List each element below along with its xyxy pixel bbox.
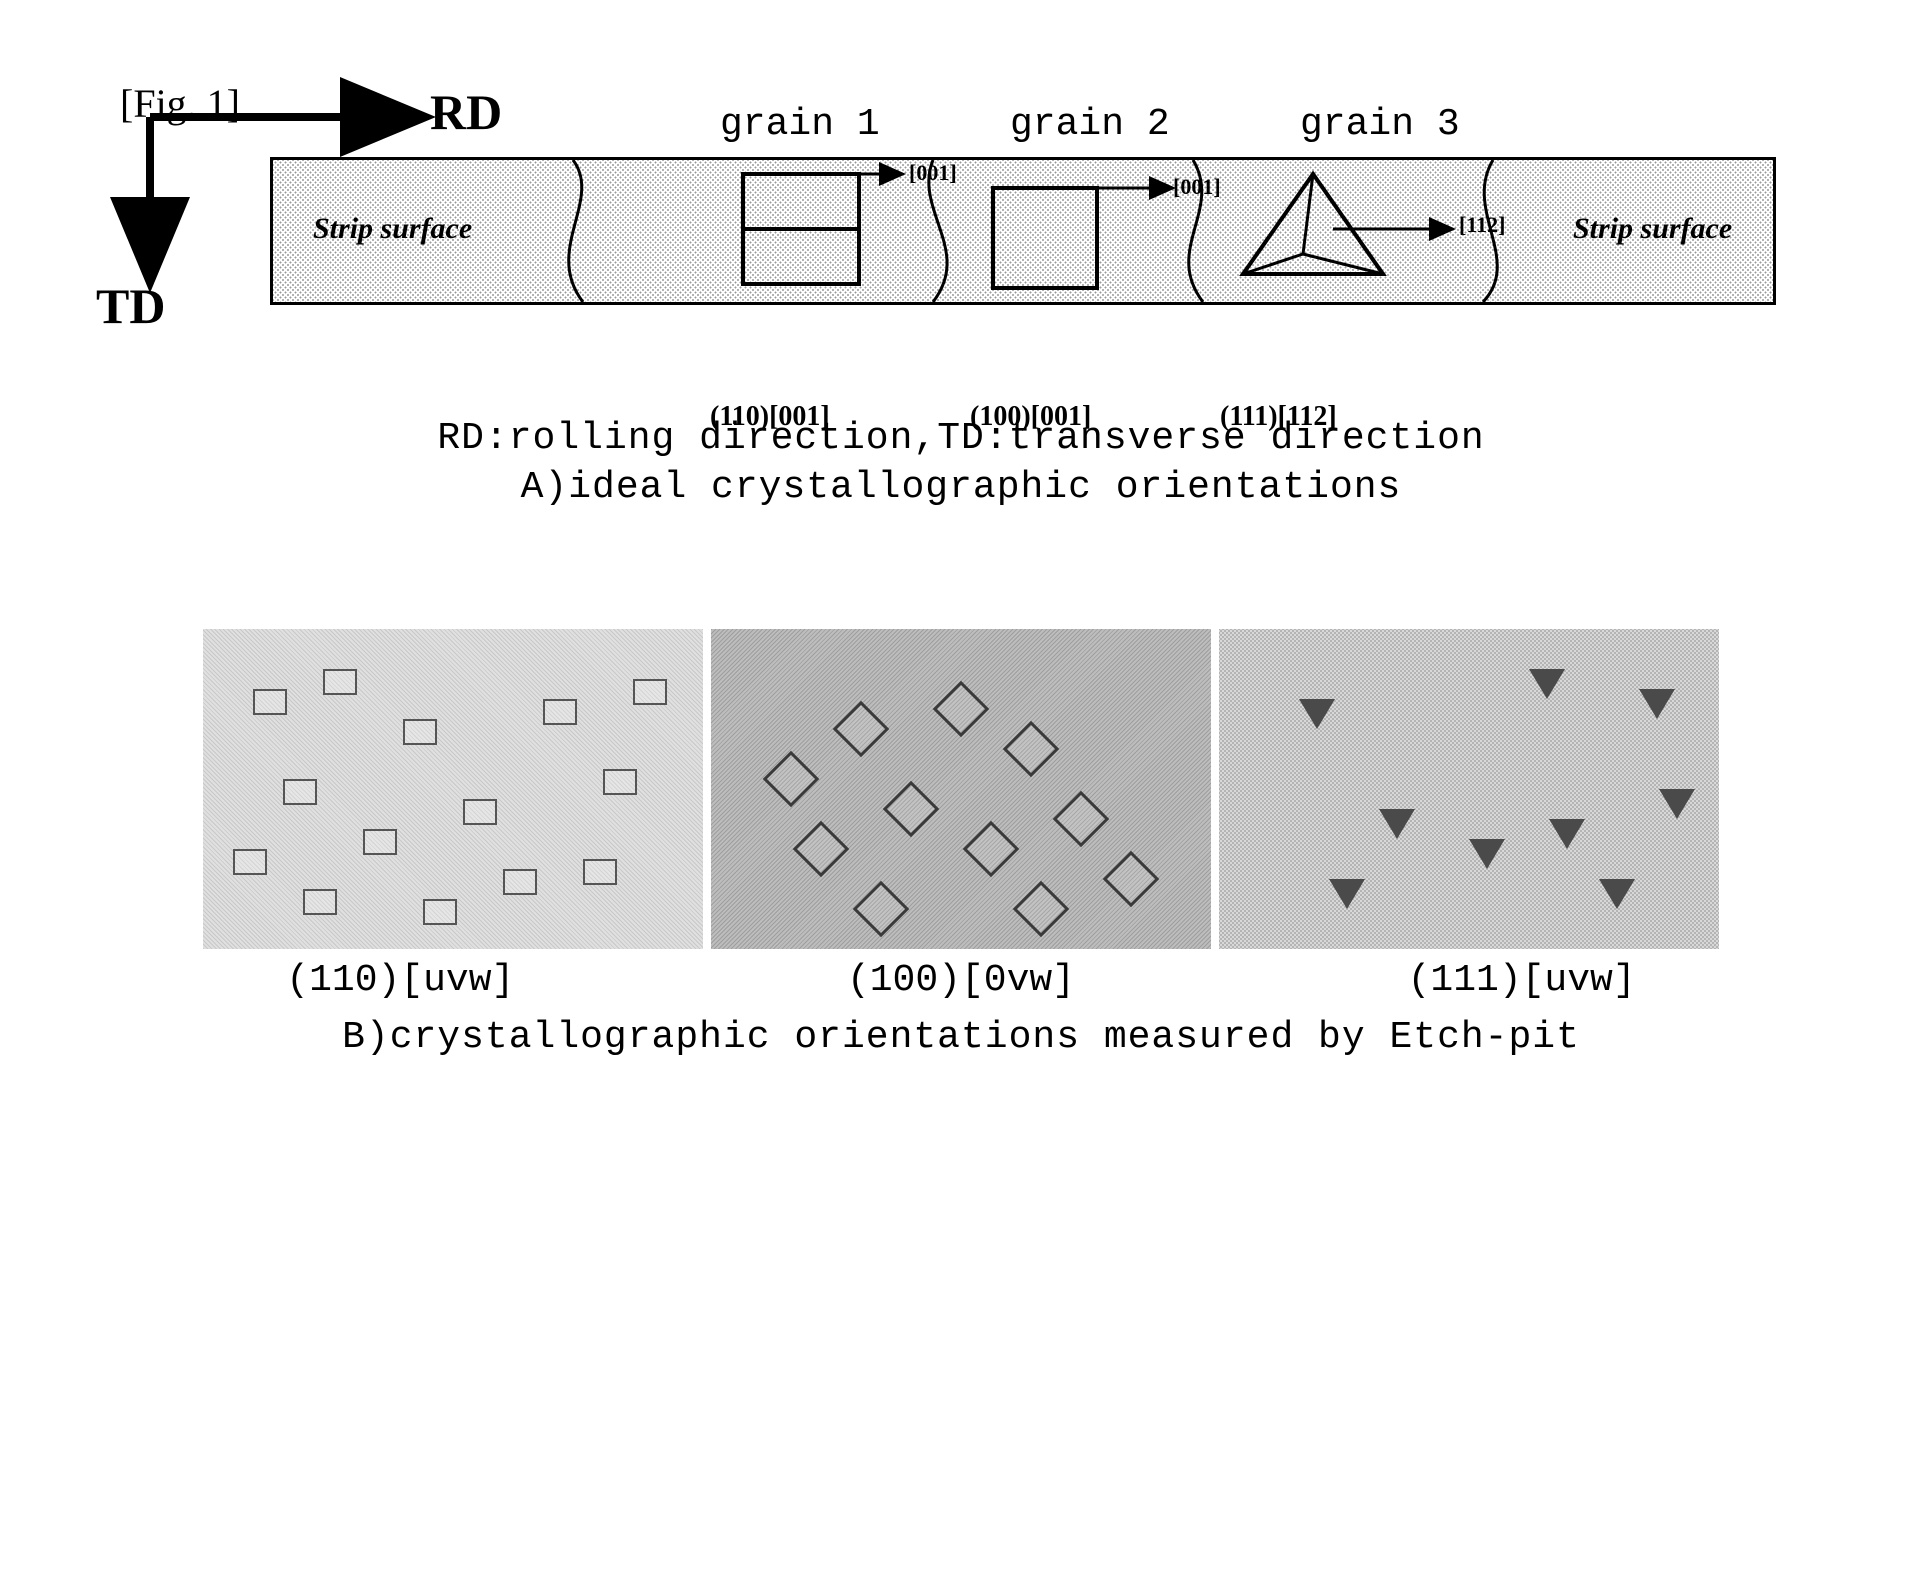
etch-pit — [1549, 819, 1585, 849]
grain2-label: grain 2 — [1010, 103, 1170, 146]
schematic-100 — [993, 188, 1153, 298]
etch-pit — [463, 799, 497, 825]
etch-pit — [1329, 879, 1365, 909]
etch-pit — [1639, 689, 1675, 719]
grain3-label: grain 3 — [1300, 103, 1460, 146]
strip: Strip surface Strip surface — [270, 157, 1776, 305]
etch-pit — [1529, 669, 1565, 699]
axes-block: RD TD — [120, 157, 260, 357]
grain1-label: grain 1 — [720, 103, 880, 146]
etch-pit — [1659, 789, 1695, 819]
caption-b: B)crystallographic orientations measured… — [120, 1016, 1802, 1059]
panel-texture — [1219, 629, 1719, 949]
etch-pit — [583, 859, 617, 885]
etch-pit — [603, 769, 637, 795]
panel-label-2: (111)[uvw] — [1272, 959, 1772, 1002]
etch-pit — [323, 669, 357, 695]
panel-label-row: (110)[uvw] (100)[0vw] (111)[uvw] — [120, 959, 1802, 1002]
etch-pit — [1299, 699, 1335, 729]
etch-pit — [543, 699, 577, 725]
etch-pit — [363, 829, 397, 855]
etch-pit — [403, 719, 437, 745]
schematic-110 — [743, 174, 893, 294]
etch-pit — [1469, 839, 1505, 869]
miller-111: (111)[112] — [1220, 401, 1337, 433]
etch-pit-panel-1 — [711, 629, 1211, 949]
miller-110: (110)[001] — [710, 401, 830, 433]
panel-label-0: (110)[uvw] — [150, 959, 650, 1002]
panel-row — [120, 629, 1802, 949]
td-label: TD — [96, 277, 165, 335]
dir-index-110: [001] — [909, 160, 957, 186]
dir-index-111: [112] — [1459, 212, 1505, 238]
miller-100: (100)[001] — [970, 401, 1091, 433]
panel-label-1: (100)[0vw] — [711, 959, 1211, 1002]
dir-index-100: [001] — [1173, 174, 1221, 200]
section-a: RD TD grain 1 grain 2 grain 3 Strip surf… — [120, 157, 1802, 509]
caption-a-line2: A)ideal crystallographic orientations — [120, 466, 1802, 509]
etch-pit — [633, 679, 667, 705]
etch-pit — [253, 689, 287, 715]
etch-pit-panel-0 — [203, 629, 703, 949]
etch-pit — [283, 779, 317, 805]
section-b: (110)[uvw] (100)[0vw] (111)[uvw] B)crystal… — [120, 629, 1802, 1059]
strip-wrap: grain 1 grain 2 grain 3 Strip surface St… — [270, 157, 1776, 357]
etch-pit — [1379, 809, 1415, 839]
etch-pit — [1599, 879, 1635, 909]
etch-pit — [423, 899, 457, 925]
etch-pit-panel-2 — [1219, 629, 1719, 949]
etch-pit — [503, 869, 537, 895]
etch-pit — [233, 849, 267, 875]
etch-pit — [303, 889, 337, 915]
caption-a-line1: RD:rolling direction,TD:transverse direc… — [120, 417, 1802, 460]
schematic-111 — [1243, 174, 1443, 304]
rd-label: RD — [430, 83, 502, 141]
